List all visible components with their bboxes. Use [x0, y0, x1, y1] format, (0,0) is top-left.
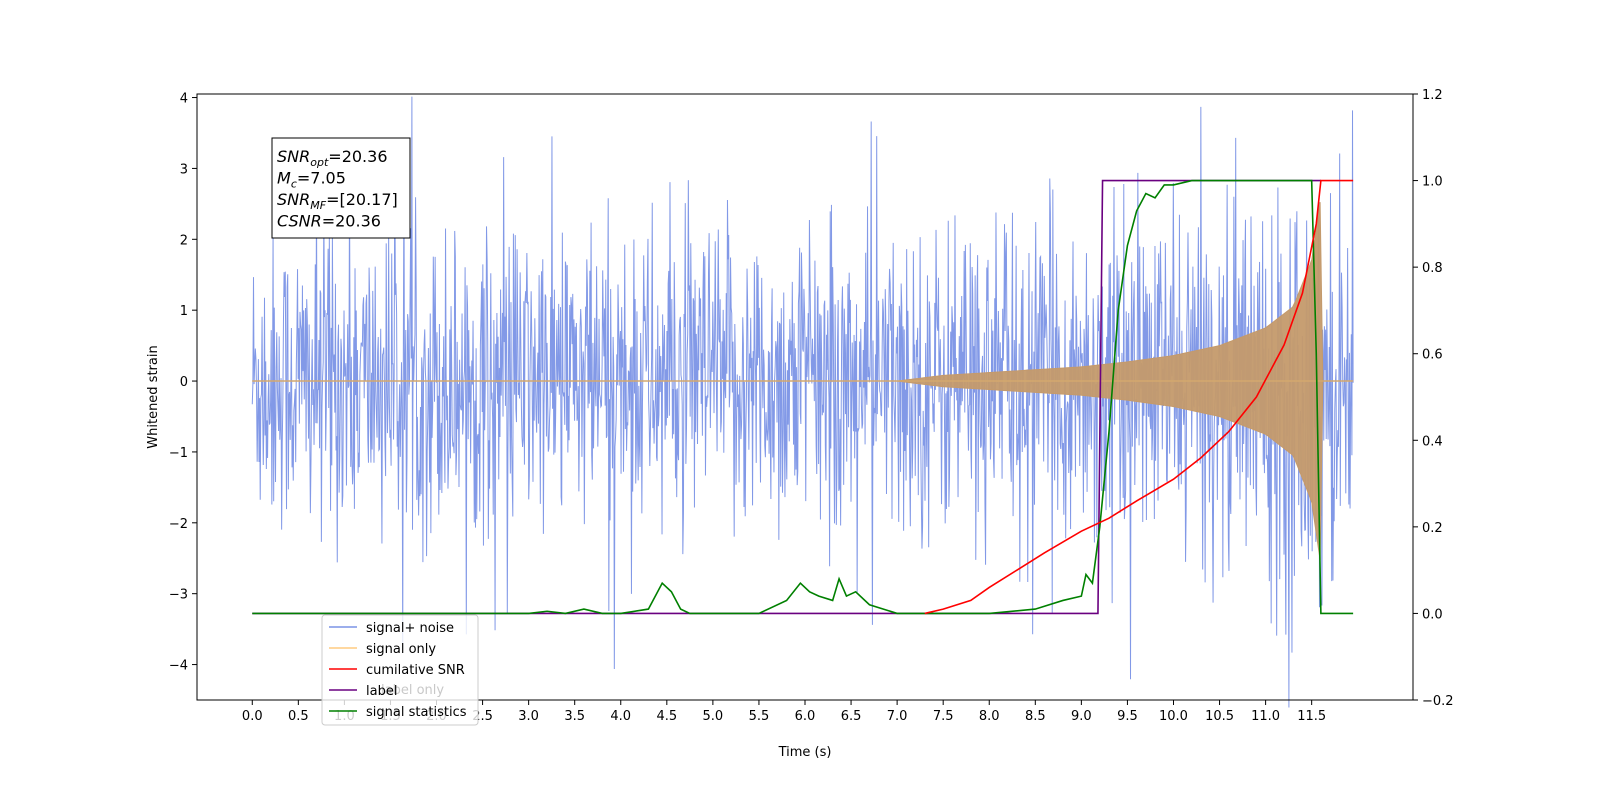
annotation-value: =7.05 [297, 169, 346, 188]
x-tick-label: 6.5 [841, 709, 862, 724]
y-right-tick-label: 0.2 [1422, 521, 1443, 536]
y-axis-label: Whitened strain [146, 345, 161, 448]
annotation-subscript: opt [310, 156, 329, 169]
y-left-tick-label: 4 [180, 92, 188, 107]
y-right-tick-label: 0.4 [1422, 434, 1443, 449]
y-axis-left: 4 3 2 1 0 −1 −2 −3 −4 [169, 92, 197, 674]
x-tick-label: 4.0 [610, 709, 631, 724]
annotation-symbol: CSNR [277, 212, 322, 231]
x-tick-label: 0.0 [242, 709, 263, 724]
y-right-tick-label: 0.0 [1422, 607, 1443, 622]
annotation-line: SNRMF=[20.17] [277, 190, 398, 212]
legend-label: label [366, 684, 397, 699]
y-right-tick-label: 1.2 [1422, 88, 1443, 103]
y-right-tick-label: 0.8 [1422, 261, 1443, 276]
annotation-symbol: SNR [277, 147, 310, 166]
y-right-tick-label: −0.2 [1422, 694, 1454, 709]
x-tick-label: 8.0 [979, 709, 1000, 724]
annotation-value: =20.36 [328, 147, 387, 166]
x-tick-label: 10.0 [1159, 709, 1188, 724]
x-tick-label: 8.5 [1025, 709, 1046, 724]
y-left-tick-label: −3 [169, 588, 188, 603]
x-axis-label: Time (s) [778, 745, 832, 760]
x-tick-label: 0.5 [288, 709, 309, 724]
legend-ghost-label: label only [381, 683, 444, 698]
y-left-tick-label: −1 [169, 446, 188, 461]
series-signal-noise [251, 96, 1354, 708]
y-right-tick-label: 1.0 [1422, 175, 1443, 190]
plot-area [251, 96, 1354, 708]
x-tick-label: 11.5 [1297, 709, 1326, 724]
y-axis-right: 1.2 1.0 0.8 0.6 0.4 0.2 0.0 −0.2 [1413, 88, 1454, 709]
annotation-value: =20.36 [322, 212, 381, 231]
y-left-tick-label: 2 [180, 233, 188, 248]
legend-label: signal+ noise [366, 621, 454, 636]
annotation-value: =[20.17] [326, 190, 398, 209]
x-tick-label: 7.5 [933, 709, 954, 724]
legend-label: signal only [366, 642, 436, 657]
annotation-frame [271, 137, 411, 239]
annotation-symbol: M [277, 169, 291, 188]
annotation-line: CSNR=20.36 [277, 212, 381, 231]
x-tick-label: 7.0 [887, 709, 908, 724]
annotation-symbol: SNR [277, 190, 310, 209]
x-tick-label: 4.5 [656, 709, 677, 724]
legend: label only signal+ noise signal only cumila… [321, 614, 479, 726]
series-cumulative-snr [924, 179, 1354, 615]
annotation-line: SNRopt=20.36 [277, 147, 388, 169]
annotation-subscript: MF [310, 199, 326, 212]
x-tick-label: 9.5 [1117, 709, 1138, 724]
x-tick-label: 3.0 [518, 709, 539, 724]
y-left-tick-label: 0 [180, 375, 188, 390]
x-tick-label: 6.0 [795, 709, 816, 724]
annotation-subscript: c [291, 178, 297, 191]
x-tick-label: 9.0 [1071, 709, 1092, 724]
y-left-tick-label: −4 [169, 659, 188, 674]
x-tick-label: 5.5 [749, 709, 770, 724]
stats-annotation: SNRopt=20.36Mc=7.05SNRMF=[20.17]CSNR=20.… [271, 137, 411, 239]
x-tick-label: 3.5 [564, 709, 585, 724]
x-tick-label: 5.0 [703, 709, 724, 724]
y-right-tick-label: 0.6 [1422, 348, 1443, 363]
series-signal-statistics [252, 179, 1354, 615]
legend-frame [321, 614, 479, 726]
x-tick-label: 11.0 [1251, 709, 1280, 724]
y-left-tick-label: 1 [180, 304, 188, 319]
y-left-tick-label: −2 [169, 517, 188, 532]
y-left-tick-label: 3 [180, 162, 188, 177]
legend-label: signal statistics [366, 705, 467, 720]
legend-label: cumilative SNR [366, 663, 465, 678]
x-tick-label: 10.5 [1205, 709, 1234, 724]
annotation-line: Mc=7.05 [277, 169, 346, 191]
